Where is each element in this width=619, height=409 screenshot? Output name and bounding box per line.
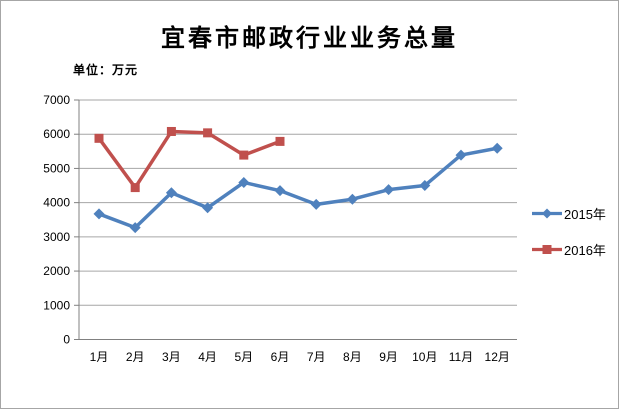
data-point-square: [275, 136, 285, 146]
data-point-diamond: [455, 149, 467, 161]
data-point-diamond: [165, 187, 177, 199]
x-tick-label: 1月: [90, 350, 109, 364]
y-tick-label: 3000: [43, 230, 70, 244]
y-tick-label: 6000: [43, 127, 70, 141]
y-tick-label: 5000: [43, 161, 70, 175]
data-point-diamond: [202, 202, 214, 214]
data-point-diamond: [383, 184, 395, 196]
data-point-square: [203, 128, 213, 138]
axes: [74, 99, 517, 340]
x-tick-label: 4月: [198, 350, 217, 364]
data-point-diamond: [310, 198, 322, 210]
x-tick-labels: 1月 2月 3月 4月 5月 6月 7月 8月 9月 10月 11月 12月: [90, 350, 510, 364]
legend-item-2016: 2016年: [532, 240, 606, 259]
data-point-diamond: [238, 176, 250, 188]
x-tick-label: 12月: [485, 350, 510, 364]
data-point-diamond: [93, 208, 105, 220]
legend: 2015年 2016年: [532, 204, 606, 259]
x-tick-label: 8月: [343, 350, 362, 364]
x-tick-label: 3月: [162, 350, 181, 364]
x-tick-label: 10月: [412, 350, 437, 364]
data-point-diamond: [419, 180, 431, 192]
legend-item-2015: 2015年: [532, 204, 606, 223]
data-point-diamond: [129, 222, 141, 234]
data-point-diamond: [346, 193, 358, 205]
x-tick-label: 9月: [379, 350, 398, 364]
series-2016年: [94, 126, 285, 193]
series-line: [98, 146, 498, 230]
legend-label-2016: 2016年: [564, 243, 606, 258]
x-tick-label: 5月: [234, 350, 253, 364]
chart-title: 宜春市邮政行业业务总量: [161, 26, 458, 52]
x-tick-label: 7月: [307, 350, 326, 364]
series-line: [97, 129, 281, 190]
gridlines: [79, 99, 517, 306]
unit-label: 单位：万元: [73, 63, 139, 77]
y-tick-label: 1000: [43, 298, 70, 312]
legend-marker-diamond-icon: [532, 208, 562, 219]
legend-marker-square-icon: [532, 245, 562, 254]
data-point-square: [94, 133, 104, 143]
y-tick-label: 0: [63, 333, 70, 347]
data-point-diamond: [491, 142, 503, 154]
y-tick-label: 7000: [43, 93, 70, 107]
data-point-square: [166, 126, 176, 136]
x-tick-label: 6月: [271, 350, 290, 364]
data-point-square: [239, 150, 249, 160]
series-2015年: [93, 142, 503, 234]
legend-label-2015: 2015年: [564, 207, 606, 222]
x-tick-label: 11月: [449, 350, 473, 364]
data-point-square: [130, 183, 140, 193]
y-tick-label: 2000: [43, 264, 70, 278]
y-tick-label: 4000: [43, 196, 70, 210]
y-tick-labels: 0 1000 2000 3000 4000 5000 6000 7000: [43, 93, 70, 347]
x-tick-label: 2月: [126, 350, 145, 364]
data-point-diamond: [274, 185, 286, 197]
